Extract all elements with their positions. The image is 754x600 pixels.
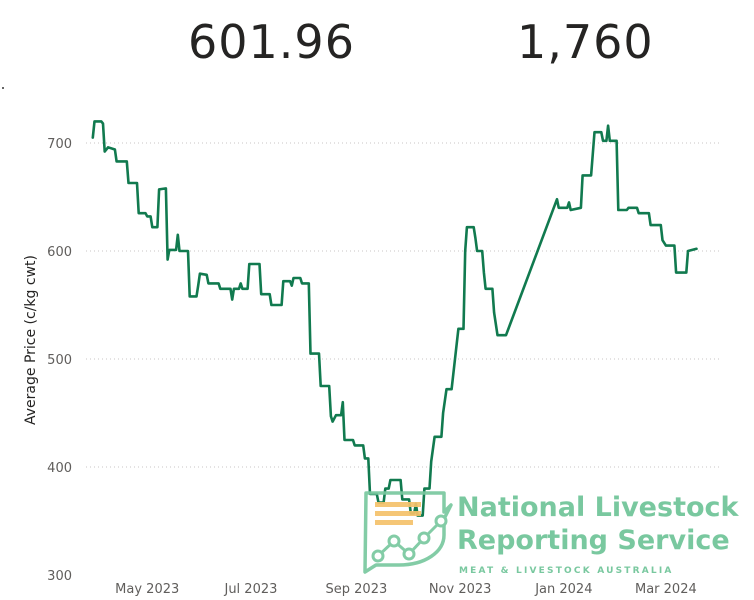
- x-tick-label: Mar 2024: [635, 582, 697, 597]
- x-axis-ticks: May 2023 Jul 2023 Sep 2023 Nov 2023 Jan 2024…: [115, 582, 697, 597]
- watermark-line1: National Livestock: [457, 492, 740, 523]
- nlrs-logo-icon: [363, 491, 453, 574]
- y-tick-label: 400: [47, 461, 72, 476]
- x-tick-label: Nov 2023: [429, 582, 492, 597]
- gridlines: [86, 142, 722, 468]
- series-line-0: [91, 120, 698, 517]
- decorative-dot: [2, 87, 4, 89]
- y-tick-label: 600: [47, 245, 72, 260]
- kpi-head-count: 1,760: [517, 15, 654, 69]
- x-tick-label: Jul 2023: [223, 582, 277, 597]
- series-group: [91, 120, 698, 517]
- y-tick-label: 700: [47, 137, 72, 152]
- y-tick-label: 500: [47, 353, 72, 368]
- x-tick-label: Sep 2023: [326, 582, 388, 597]
- y-axis-title: Average Price (c/kg cwt): [23, 255, 39, 425]
- kpi-average-price: 601.96: [188, 15, 355, 69]
- y-tick-label: 300: [47, 569, 72, 584]
- y-axis-ticks: 300 400 500 600 700: [47, 137, 72, 584]
- x-tick-label: May 2023: [115, 582, 179, 597]
- x-tick-label: Jan 2024: [534, 582, 592, 597]
- watermark-subtitle: MEAT & LIVESTOCK AUSTRALIA: [459, 566, 674, 576]
- watermark-line2: Reporting Service: [457, 525, 730, 556]
